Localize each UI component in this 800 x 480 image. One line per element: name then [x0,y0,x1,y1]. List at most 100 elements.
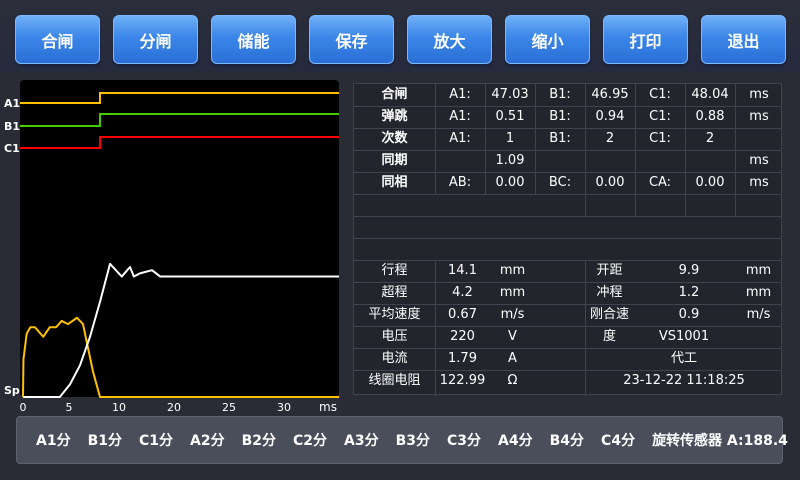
table-cell: 弹跳 [381,109,408,124]
info-cell: 1.79 [448,351,477,366]
param-cell: 行程 [381,263,408,278]
zoom-out-button[interactable]: 缩小 [505,15,590,64]
info-cell: V [508,329,517,344]
table-cell: 48.04 [691,87,729,102]
param-cell: 超程 [381,285,408,300]
open-channel-item[interactable]: A1分 [36,433,71,449]
open-channel-item[interactable]: A2分 [190,433,225,449]
info-cell: VS1001 [658,329,710,344]
row-divider [354,370,781,371]
open-channel-item[interactable]: B3分 [395,433,431,449]
table-cell: C1: [649,87,671,102]
x-tick-label: 0 [20,401,27,412]
col-divider [685,84,686,216]
table-cell: C1: [649,131,671,146]
table-cell [635,150,685,172]
close-button[interactable]: 合闸 [15,15,100,64]
row-divider [354,150,781,151]
param-cell: mm [745,285,772,300]
row-divider [354,282,781,283]
charge-button[interactable]: 储能 [211,15,296,64]
param-cell: 平均速度 [368,307,421,322]
table-cell: B1: [549,131,571,146]
col-divider [635,84,636,216]
row-divider [354,128,781,129]
table-cell: B1: [549,109,571,124]
col-divider [535,84,536,194]
open-button[interactable]: 分闸 [113,15,198,64]
table-cell: 1.09 [495,153,525,168]
x-tick-label: 30 [277,401,291,412]
param-cell: 4.2 [452,285,473,300]
save-button[interactable]: 保存 [309,15,394,64]
table-cell: 同期 [381,153,408,168]
table-cell: 2 [605,131,615,146]
row-divider [354,238,781,239]
table-cell [585,150,635,172]
param-cell: mm [499,263,526,278]
table-cell: 0.00 [695,175,725,190]
x-tick-label: 10 [112,401,126,412]
table-cell: AB: [448,175,472,190]
param-cell: 开距 [596,263,623,278]
open-channel-item[interactable]: C3分 [447,433,482,449]
col-divider [585,84,586,216]
param-cell: 1.2 [678,285,700,300]
channel-b1-trace [20,113,339,127]
channel-c1-trace [20,136,339,149]
info-cell: 220 [450,329,475,344]
param-cell: 14.1 [448,263,477,278]
x-axis-unit: ms [319,400,337,412]
channel-label: C1 [4,142,20,155]
table-cell: ms [749,175,769,190]
open-channel-item[interactable]: C4分 [601,433,636,449]
table-cell: 0.00 [495,175,525,190]
open-channel-item[interactable]: B2分 [241,433,277,449]
table-cell: CA: [648,175,672,190]
col-divider [735,84,736,216]
table-cell: ms [749,109,769,124]
open-channel-item[interactable]: A3分 [344,433,379,449]
open-channel-item[interactable]: A4分 [498,433,533,449]
plot-area [20,80,339,397]
coil-current-trace [22,316,339,398]
table-cell: 46.95 [591,87,629,102]
info-cell: 电压 [381,329,408,344]
open-channel-item[interactable]: C1分 [139,433,174,449]
table-cell: A1: [449,109,471,124]
table-cell: C1: [649,109,671,124]
param-cell: m/s [500,307,525,322]
info-cell: A [508,351,517,366]
table-cell: 0.88 [695,109,725,124]
table-cell: 2 [705,131,715,146]
table-cell: B1: [549,87,571,102]
col-divider [585,260,586,396]
zoom-in-button[interactable]: 放大 [407,15,492,64]
row-divider [354,172,781,173]
table-cell [535,150,585,172]
row-divider [354,106,781,107]
table-cell [685,150,735,172]
info-cell: 电流 [381,351,408,366]
open-channel-item[interactable]: B4分 [549,433,585,449]
open-channel-item[interactable]: C2分 [293,433,328,449]
param-cell: mm [499,285,526,300]
channel-label: B1 [4,120,20,133]
channel-label: A1 [4,97,20,110]
table-cell: 次数 [381,131,408,146]
table-cell [735,128,783,150]
param-cell: 9.9 [678,263,700,278]
param-cell: m/s [746,307,771,322]
x-tick-label: 5 [66,401,73,412]
open-channel-item[interactable]: B1分 [87,433,122,449]
info-cell: 23-12-22 11:18:25 [623,373,745,388]
travel-curve-trace [23,262,339,398]
rotary-sensor-readout: 旋转传感器 A:188.4 [652,433,788,449]
table-cell: BC: [548,175,572,190]
info-cell: 线圈电阻 [368,373,421,388]
param-cell: 刚合速度 [589,307,629,344]
table-cell: ms [749,153,769,168]
exit-button[interactable]: 退出 [701,15,786,64]
table-cell: 0.51 [495,109,525,124]
print-button[interactable]: 打印 [603,15,688,64]
